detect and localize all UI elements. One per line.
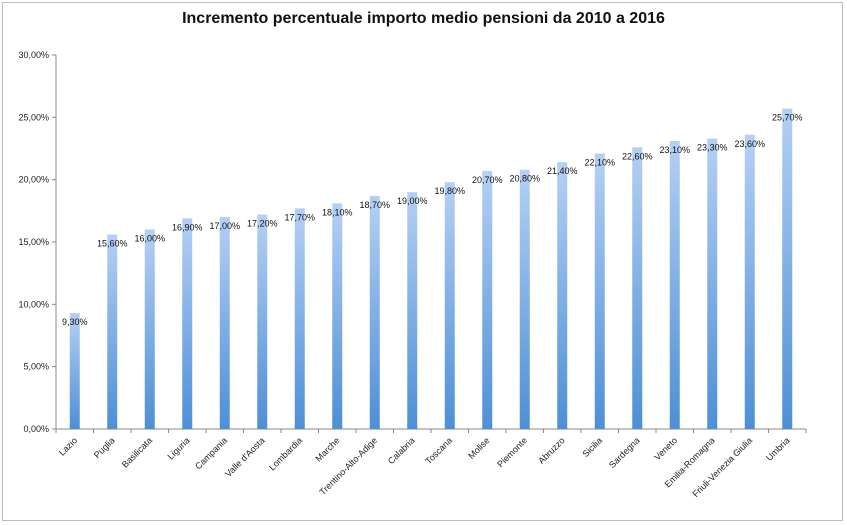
data-label: 18,70% <box>359 200 390 210</box>
x-tick-label: Molise <box>466 435 491 460</box>
bar <box>782 108 793 430</box>
data-label: 16,90% <box>172 222 203 232</box>
bar <box>257 214 268 429</box>
bar <box>369 195 380 429</box>
data-label: 25,70% <box>772 113 803 123</box>
x-tick-label: Puglia <box>92 435 117 460</box>
bar <box>669 141 680 429</box>
data-label: 21,40% <box>547 166 578 176</box>
x-tick-label: Umbria <box>764 435 792 463</box>
data-label: 15,60% <box>97 239 128 249</box>
x-tick-label: Toscana <box>423 435 454 466</box>
x-tick-label: Lombardia <box>267 435 304 472</box>
data-label: 23,30% <box>697 143 728 153</box>
bar <box>557 162 568 430</box>
bar <box>444 182 455 429</box>
bar <box>144 229 155 429</box>
x-tick-label: Calabria <box>386 435 417 466</box>
bar <box>519 169 530 429</box>
bar <box>744 134 755 429</box>
y-tick-label: 20,00% <box>18 175 49 185</box>
bar <box>332 203 343 429</box>
data-label: 22,10% <box>584 157 615 167</box>
x-tick-label: Sicilia <box>580 435 604 459</box>
x-tick-label: Lazio <box>57 435 79 457</box>
data-label: 23,10% <box>659 145 690 155</box>
data-label: 17,20% <box>247 219 278 229</box>
bar <box>294 208 305 429</box>
data-label: 23,60% <box>734 139 765 149</box>
x-tick-label: Marche <box>313 435 341 463</box>
data-label: 16,00% <box>134 234 165 244</box>
x-tick-label: Basilicata <box>120 435 154 469</box>
y-tick-label: 15,00% <box>18 237 49 247</box>
data-label: 9,30% <box>62 317 88 327</box>
bar <box>482 170 493 429</box>
y-tick-label: 5,00% <box>23 362 49 372</box>
chart-title: Incremento percentuale importo medio pen… <box>182 10 665 27</box>
data-label: 19,00% <box>397 196 428 206</box>
x-tick-label: Sardegna <box>607 435 642 470</box>
x-tick-label: Piemonte <box>495 435 529 469</box>
bar <box>632 147 643 429</box>
x-tick-label: Valle d'Aosta <box>223 435 267 479</box>
bar <box>594 153 605 429</box>
y-tick-label: 30,00% <box>18 50 49 60</box>
x-tick-label: Liguria <box>165 435 191 461</box>
y-tick-label: 0,00% <box>23 424 49 434</box>
x-tick-label: Veneto <box>652 435 679 462</box>
data-label: 18,10% <box>322 207 353 217</box>
data-label: 19,80% <box>434 186 465 196</box>
bar <box>107 234 118 429</box>
data-label: 20,80% <box>509 174 540 184</box>
data-label: 17,00% <box>209 221 240 231</box>
bar <box>407 192 418 429</box>
bar <box>69 313 80 429</box>
data-label: 17,70% <box>284 212 315 222</box>
y-tick-label: 10,00% <box>18 299 49 309</box>
data-label: 22,60% <box>622 151 653 161</box>
y-tick-label: 25,00% <box>18 112 49 122</box>
data-label: 20,70% <box>472 175 503 185</box>
x-tick-label: Abruzzo <box>536 435 566 465</box>
bar <box>707 138 718 429</box>
bar <box>182 218 193 429</box>
x-tick-label: Campania <box>193 435 229 471</box>
bar <box>219 217 230 429</box>
